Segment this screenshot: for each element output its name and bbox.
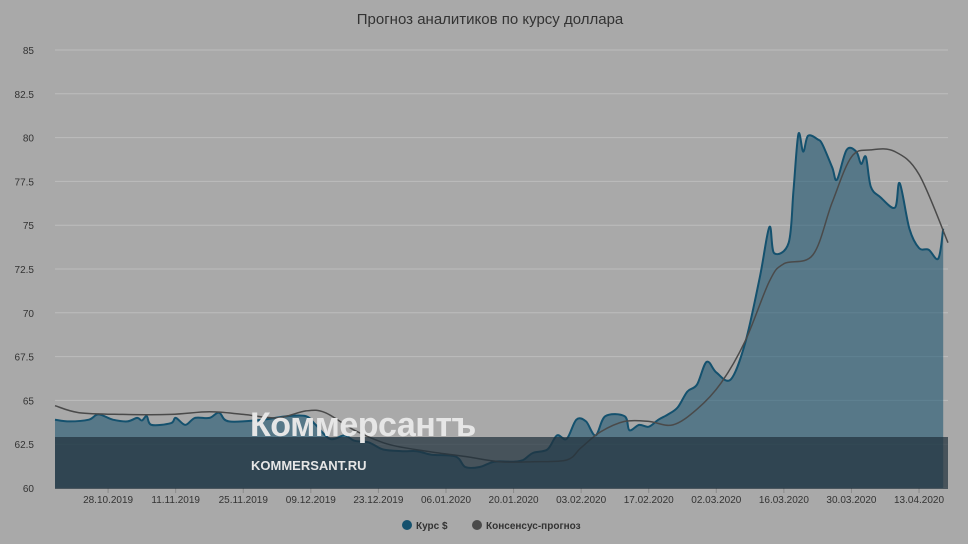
legend-marker[interactable] bbox=[402, 520, 412, 530]
x-tick-label: 09.12.2019 bbox=[286, 495, 336, 506]
x-tick-label: 30.03.2020 bbox=[826, 495, 876, 506]
y-tick-label: 62.5 bbox=[15, 440, 35, 451]
y-tick-label: 72.5 bbox=[15, 265, 35, 276]
chart-title: Прогноз аналитиков по курсу доллара bbox=[357, 11, 624, 28]
legend-marker[interactable] bbox=[472, 520, 482, 530]
x-tick-label: 03.02.2020 bbox=[556, 495, 606, 506]
x-tick-label: 25.11.2019 bbox=[219, 495, 269, 506]
x-tick-label: 02.03.2020 bbox=[691, 495, 741, 506]
y-tick-label: 82.5 bbox=[15, 90, 35, 101]
x-tick-label: 16.03.2020 bbox=[759, 495, 809, 506]
y-axis: 60 62.5 65 67.5 70 72.5 75 77.5 80 82.5 85 bbox=[15, 46, 35, 495]
x-tick-label: 20.01.2020 bbox=[489, 495, 539, 506]
legend-label[interactable]: Курс $ bbox=[416, 521, 448, 532]
y-tick-label: 75 bbox=[23, 221, 35, 232]
y-tick-label: 67.5 bbox=[15, 353, 35, 364]
x-tick-label: 11.11.2019 bbox=[151, 495, 200, 506]
watermark-title: Коммерсантъ bbox=[250, 406, 476, 444]
y-tick-label: 80 bbox=[23, 134, 35, 145]
x-tick-label: 17.02.2020 bbox=[624, 495, 674, 506]
legend: Курс $ Консенсус-прогноз bbox=[402, 520, 581, 532]
series-line-kurs bbox=[54, 132, 945, 469]
y-tick-label: 70 bbox=[23, 309, 35, 320]
y-tick-label: 85 bbox=[23, 46, 35, 57]
series-area-kurs bbox=[55, 132, 944, 488]
watermark-subtitle: KOMMERSANT.RU bbox=[251, 458, 367, 473]
y-tick-label: 77.5 bbox=[15, 177, 35, 188]
x-tick-label: 23.12.2019 bbox=[353, 495, 403, 506]
legend-label[interactable]: Консенсус-прогноз bbox=[486, 521, 581, 532]
y-tick-label: 60 bbox=[23, 484, 35, 495]
watermark-band bbox=[55, 437, 948, 489]
watermark: Коммерсантъ KOMMERSANT.RU bbox=[55, 406, 948, 489]
x-axis: 28.10.2019 11.11.2019 25.11.2019 09.12.2019… bbox=[83, 488, 944, 506]
plot-area bbox=[54, 132, 949, 488]
y-tick-label: 65 bbox=[23, 396, 35, 407]
x-tick-label: 13.04.2020 bbox=[894, 495, 944, 506]
x-tick-label: 28.10.2019 bbox=[83, 495, 133, 506]
x-tick-label: 06.01.2020 bbox=[421, 495, 471, 506]
